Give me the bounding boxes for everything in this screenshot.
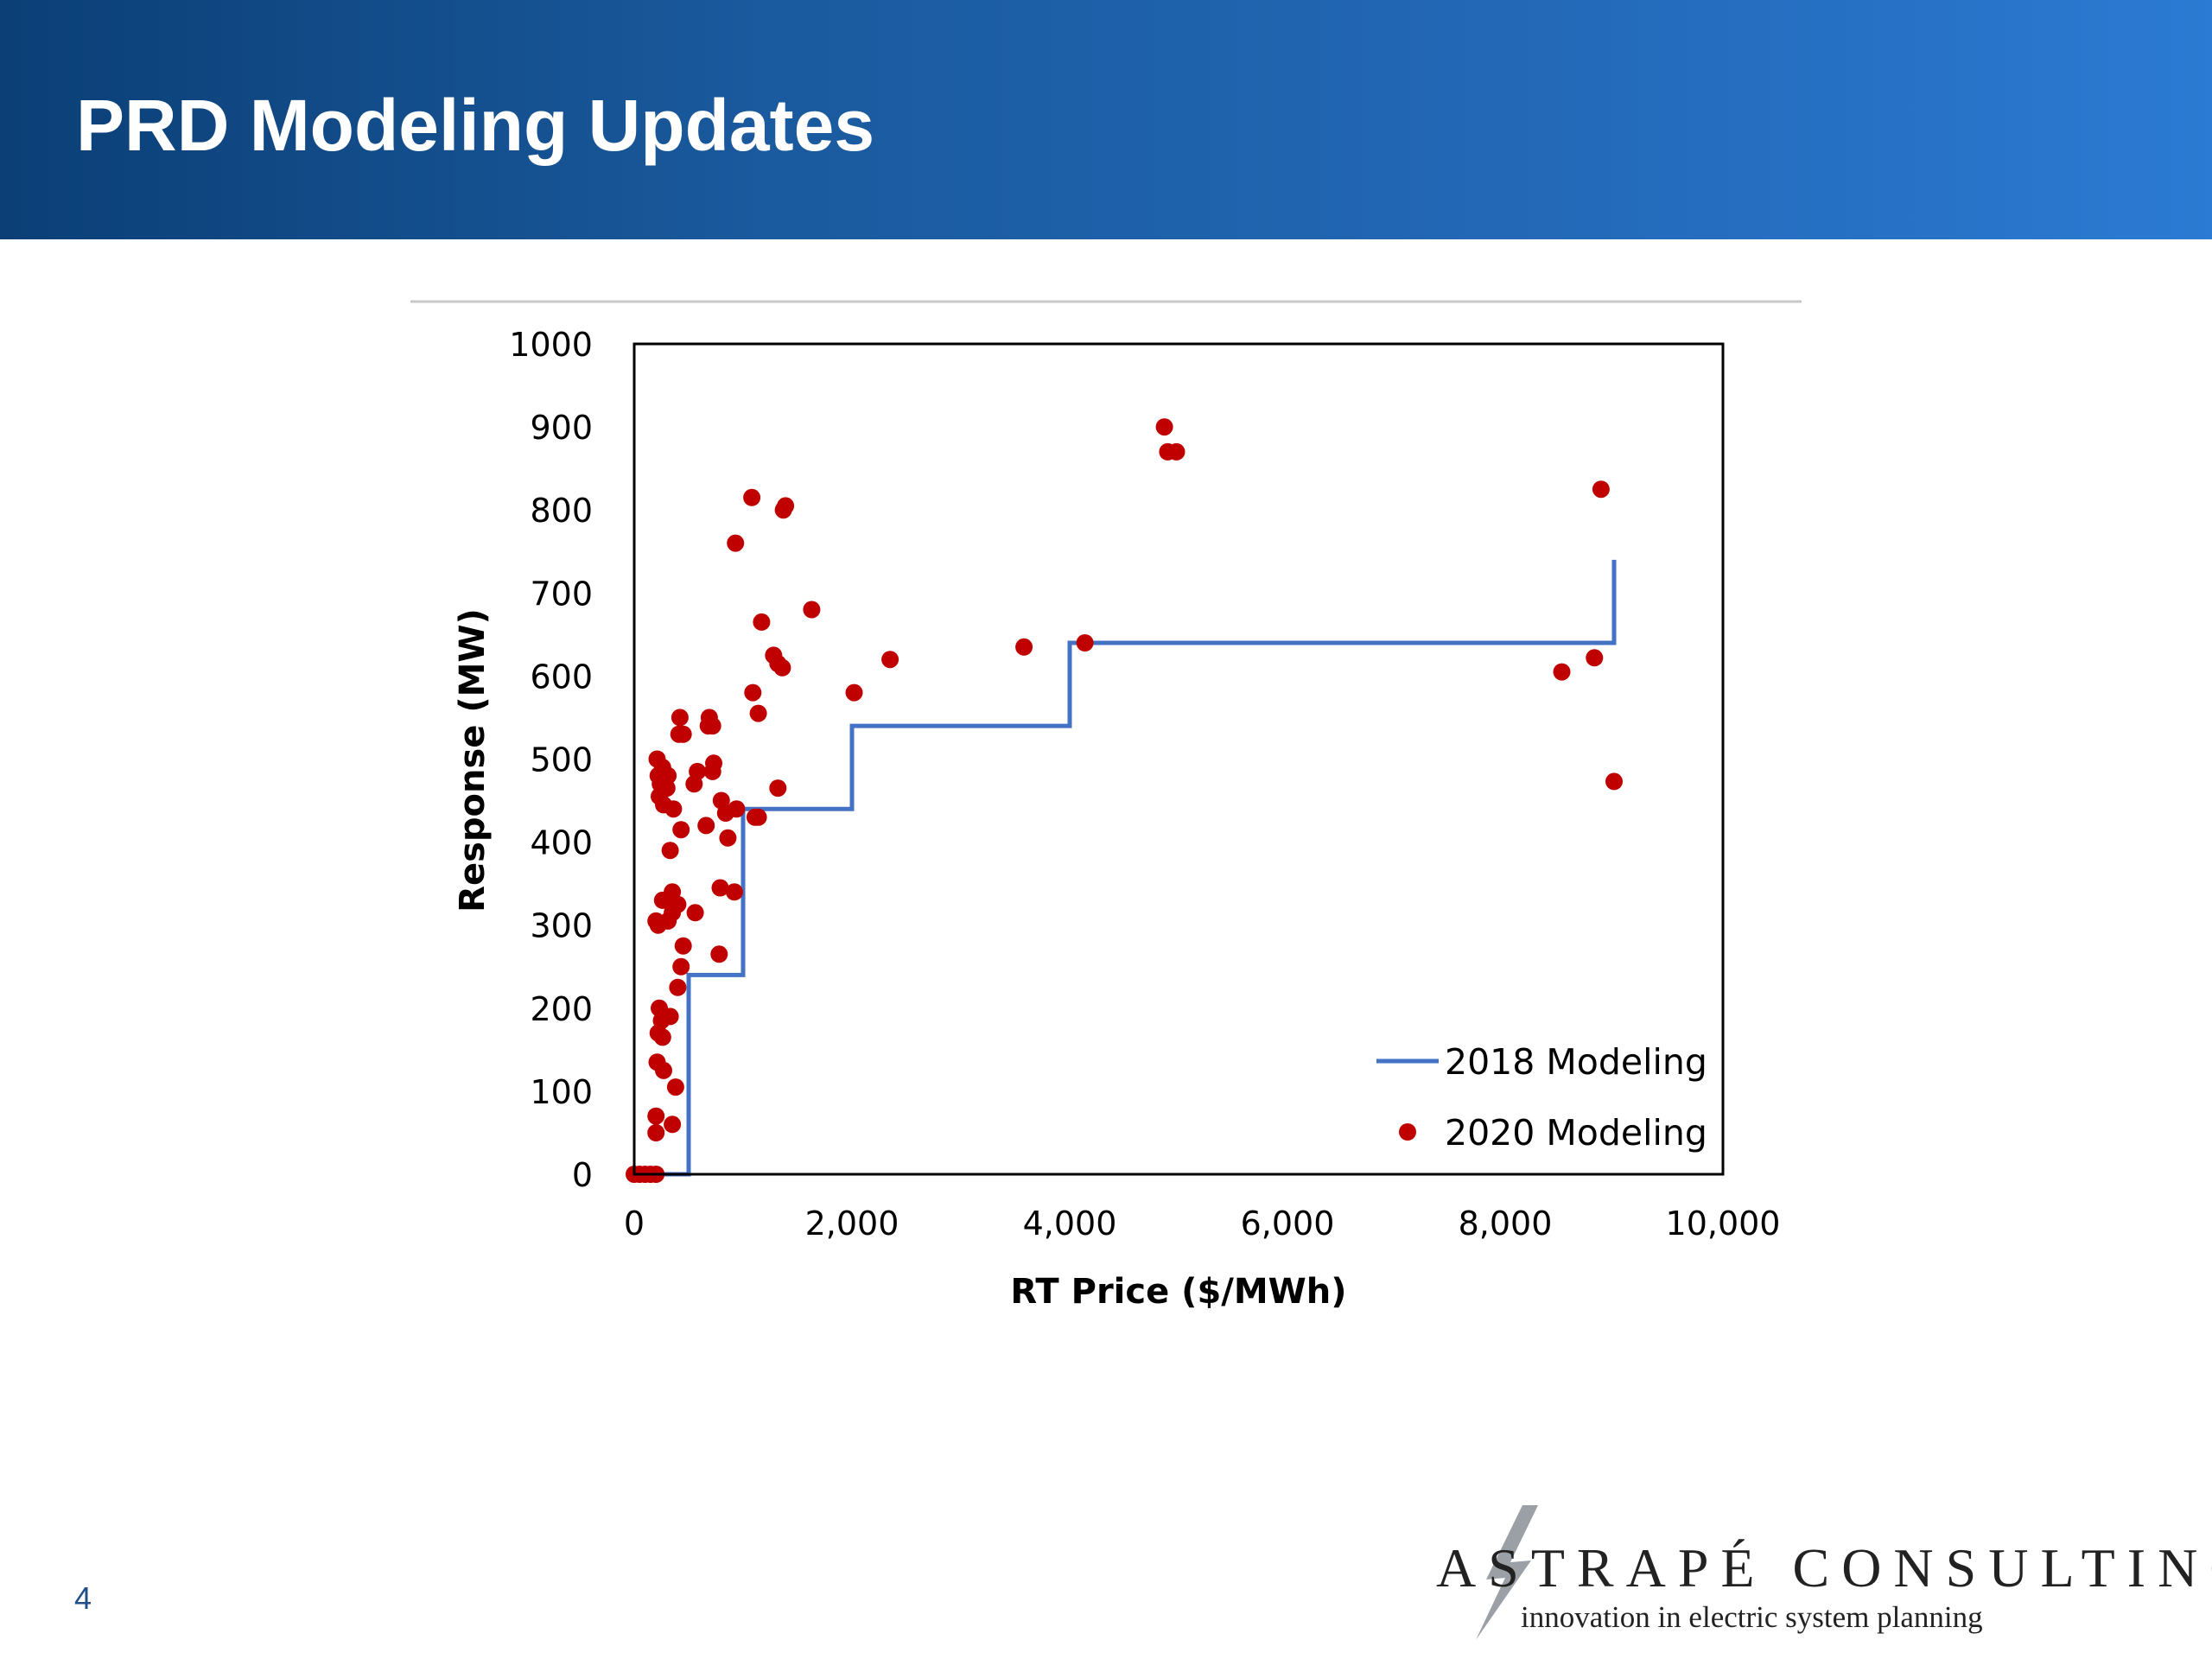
logo-tagline: innovation in electric system planning — [1521, 1600, 1983, 1634]
series-2020-point — [719, 829, 737, 847]
page-number: 4 — [74, 1580, 92, 1616]
series-2020-point — [1586, 649, 1604, 667]
x-tick-label: 10,000 — [1666, 1205, 1781, 1243]
series-2020-point — [674, 725, 692, 743]
x-tick-label: 2,000 — [805, 1205, 899, 1243]
y-tick-labels: 0 100 200 300 400 500 600 700 800 900 1000 — [509, 326, 593, 1194]
series-2020-point — [664, 1116, 682, 1134]
y-axis-title: Response (MW) — [453, 608, 493, 912]
y-tick-label: 0 — [572, 1156, 593, 1194]
series-2020-point — [648, 750, 666, 768]
plot-area-border — [632, 342, 1725, 1176]
legend-2018-label: 2018 Modeling — [1445, 1041, 1707, 1083]
series-2020-point — [725, 883, 743, 901]
series-2020-point — [669, 978, 687, 996]
slide-header: PRD Modeling Updates — [0, 0, 2212, 239]
y-tick-label: 300 — [530, 907, 593, 945]
y-tick-label: 400 — [530, 824, 593, 862]
x-tick-label: 6,000 — [1241, 1205, 1335, 1243]
series-2020-point — [672, 957, 690, 976]
x-tick-label: 0 — [624, 1205, 645, 1243]
series-2020-point — [777, 497, 795, 515]
series-2020-point — [769, 779, 787, 798]
series-2020-point — [727, 534, 745, 552]
legend: 2018 Modeling 2020 Modeling — [1376, 1041, 1707, 1154]
series-2020-point — [647, 1124, 665, 1141]
series-2020-point — [664, 800, 683, 818]
series-2020-point — [773, 658, 791, 677]
series-2020-point — [753, 613, 771, 631]
series-2020-point — [666, 1078, 684, 1096]
logo-wordmark: ASTRAPÉ CONSULTING — [1436, 1537, 2212, 1599]
y-tick-label: 500 — [530, 741, 593, 779]
y-tick-label: 200 — [530, 990, 593, 1028]
lightning-bolt-icon — [1476, 1505, 1538, 1640]
series-2020-point — [845, 683, 863, 702]
company-logo: ASTRAPÉ CONSULTING innovation in electri… — [1426, 1503, 2212, 1642]
series-2020-point — [749, 808, 767, 826]
series-2020-point — [1553, 663, 1571, 681]
series-2020-point — [655, 1061, 672, 1079]
series-2020-point — [1592, 480, 1610, 499]
series-2020-point — [1155, 418, 1173, 436]
series-2020-point — [749, 704, 767, 722]
y-tick-label: 100 — [530, 1073, 593, 1111]
series-2020-point — [1167, 442, 1185, 461]
series-2020-point — [1015, 638, 1033, 656]
series-2020-point — [743, 488, 761, 506]
series-2020-point — [659, 766, 677, 785]
slide-title: PRD Modeling Updates — [76, 85, 875, 166]
series-2020-point — [671, 709, 689, 727]
series-2020-point — [689, 762, 707, 780]
y-tick-label: 700 — [530, 575, 593, 613]
x-tick-labels: 0 2,000 4,000 6,000 8,000 10,000 — [624, 1205, 1781, 1243]
series-2020-point — [672, 821, 690, 839]
legend-2020-swatch — [1399, 1123, 1416, 1141]
series-2020-point — [711, 879, 729, 897]
series-2020-point — [881, 651, 899, 669]
series-2020-point — [1076, 634, 1094, 652]
series-2020-point — [669, 895, 687, 913]
series-2020-group — [626, 418, 1623, 1183]
y-tick-label: 1000 — [509, 326, 593, 364]
series-2018-line — [634, 559, 1617, 1177]
series-2020-point — [661, 1007, 679, 1026]
series-2020-point — [803, 601, 821, 619]
series-2020-point — [686, 904, 704, 922]
series-2020-point — [1605, 772, 1623, 791]
series-2020-point — [744, 683, 762, 702]
series-2020-point — [674, 937, 692, 955]
y-tick-label: 600 — [530, 658, 593, 696]
series-2020-point — [697, 817, 715, 835]
y-tick-label: 900 — [530, 409, 593, 447]
y-tick-label: 800 — [530, 492, 593, 530]
series-2020-point — [710, 945, 728, 963]
series-2020-point — [658, 779, 676, 798]
x-axis-title: RT Price ($/MWh) — [1010, 1272, 1346, 1312]
series-2020-point — [705, 754, 722, 772]
series-2020-point — [647, 1107, 665, 1125]
x-tick-label: 4,000 — [1023, 1205, 1117, 1243]
series-2020-point — [700, 709, 718, 727]
series-2020-point — [661, 842, 679, 860]
legend-2020-label: 2020 Modeling — [1445, 1112, 1707, 1154]
series-2018-group — [634, 559, 1617, 1177]
x-tick-label: 8,000 — [1459, 1205, 1553, 1243]
series-2020-point — [728, 800, 746, 818]
